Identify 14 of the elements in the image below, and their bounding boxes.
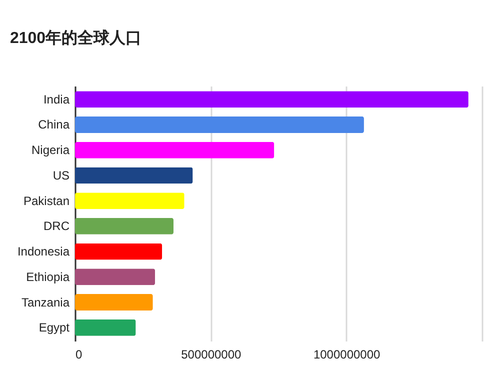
y-tick-label: US [52,168,70,182]
y-tick-label: Pakistan [23,194,70,208]
y-tick-label: DRC [44,219,70,234]
y-tick-label: Ethiopia [26,270,70,284]
x-tick-label: 1000000000 [313,348,381,362]
y-tick-label: China [38,118,70,132]
y-tick-label: Egypt [38,320,70,335]
x-tick-label: 0 [76,348,82,362]
chart-title: 2100年的全球人口 [10,29,142,47]
y-tick-label: Tanzania [21,295,70,310]
y-tick-label: Indonesia [17,244,70,259]
y-tick-label: India [43,92,70,106]
x-tick-label: 500000000 [181,348,242,362]
y-tick-label: Nigeria [31,143,70,158]
